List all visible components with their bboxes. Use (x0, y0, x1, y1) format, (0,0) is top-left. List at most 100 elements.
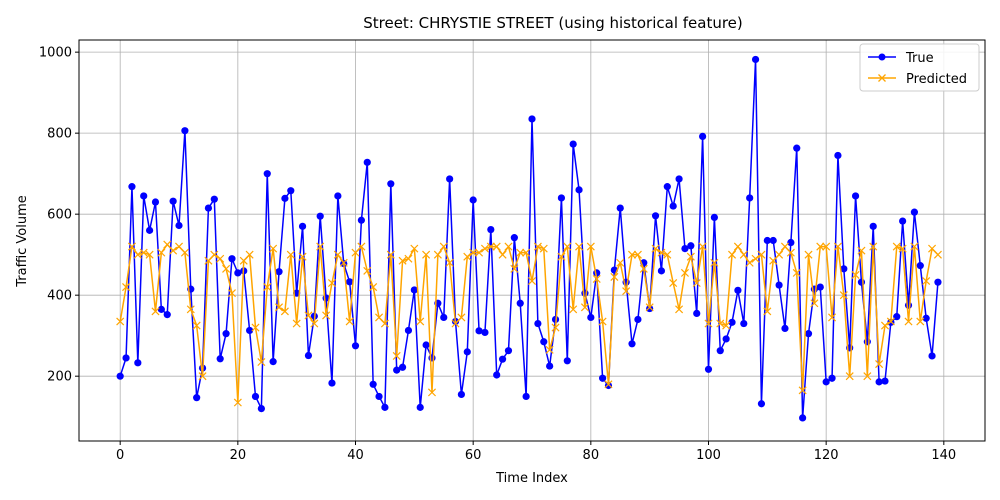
data-point-predicted (145, 250, 154, 259)
data-point-predicted (269, 244, 278, 253)
data-point-true (363, 158, 371, 166)
data-point-true (481, 328, 489, 337)
data-point-predicted (386, 250, 395, 259)
data-point-true (816, 283, 824, 291)
data-point-true (487, 225, 495, 234)
data-point-true (599, 374, 607, 382)
data-point-predicted (292, 319, 301, 328)
data-point-predicted (557, 252, 566, 261)
data-point-true (675, 175, 683, 183)
data-point-predicted (857, 246, 866, 255)
data-point-predicted (516, 248, 525, 257)
data-point-predicted (728, 250, 737, 259)
data-point-true (928, 352, 936, 360)
data-point-true (851, 192, 860, 200)
data-point-true (793, 144, 801, 152)
data-point-true (175, 221, 183, 230)
data-point-true (787, 238, 795, 247)
data-point-true (769, 236, 777, 245)
data-point-predicted (657, 248, 666, 257)
data-point-true (681, 245, 689, 253)
data-point-true (428, 354, 436, 362)
data-point-predicted (275, 303, 284, 312)
data-point-true (540, 338, 548, 346)
data-point-true (369, 380, 377, 388)
data-point-predicted (433, 250, 442, 259)
data-point-true (757, 400, 766, 408)
data-point-true (157, 305, 165, 313)
data-point-true (916, 262, 924, 270)
data-point-true (522, 392, 530, 401)
data-point-predicted (569, 305, 578, 314)
data-point-true (381, 403, 389, 411)
data-point-true (751, 55, 760, 64)
data-point-predicted (439, 242, 448, 251)
data-point-predicted (463, 252, 472, 261)
data-point-true (222, 330, 230, 338)
data-point-true (728, 318, 736, 326)
data-point-predicted (675, 305, 684, 314)
series-line-predicted (119, 243, 939, 404)
data-point-predicted (392, 351, 401, 360)
data-point-true (557, 194, 566, 202)
data-point-predicted (627, 250, 637, 259)
data-point-true (646, 304, 654, 313)
data-point-predicted (745, 258, 754, 267)
data-point-true (822, 378, 830, 386)
data-point-true (163, 311, 171, 319)
data-point-true (204, 204, 213, 212)
data-point-predicted (839, 291, 848, 300)
data-point-true (281, 194, 289, 202)
data-point-true (146, 226, 154, 234)
data-point-true (722, 335, 730, 343)
data-point-true (893, 313, 901, 321)
data-point-predicted (404, 254, 413, 263)
data-point-predicted (222, 264, 231, 273)
data-point-predicted (357, 242, 366, 251)
x-tick-label: 80 (583, 448, 600, 463)
y-tick-label: 1000 (39, 46, 72, 61)
data-point-true (716, 347, 724, 355)
data-point-predicted (633, 250, 642, 259)
data-point-predicted (427, 388, 437, 397)
legend-marker-predicted (878, 74, 886, 82)
data-point-predicted (504, 242, 513, 251)
data-point-predicted (622, 287, 631, 296)
data-point-true (216, 355, 224, 363)
data-point-predicted (486, 242, 495, 251)
data-point-predicted (416, 317, 425, 326)
data-point-predicted (851, 270, 860, 279)
y-axis-label: Traffic Volume (15, 195, 30, 288)
data-point-true (151, 198, 160, 206)
data-point-predicted (127, 242, 136, 251)
data-point-true (828, 374, 836, 382)
data-point-predicted (598, 317, 607, 326)
data-point-predicted (828, 313, 837, 322)
data-point-true (604, 381, 613, 390)
data-point-predicted (298, 252, 307, 261)
data-point-predicted (880, 321, 890, 330)
data-point-true (181, 127, 189, 135)
series-predicted (116, 240, 942, 407)
y-axis-ticks: 200 400 600 800 1000 (39, 46, 79, 385)
data-point-predicted (116, 317, 125, 326)
data-point-predicted (210, 250, 219, 259)
data-point-predicted (616, 258, 625, 267)
data-point-predicted (345, 317, 354, 326)
data-point-true (440, 313, 448, 322)
data-point-true (298, 222, 307, 230)
data-point-true (763, 236, 771, 245)
data-point-predicted (233, 398, 242, 407)
x-tick-label: 40 (347, 448, 364, 463)
data-point-true (140, 192, 148, 200)
data-point-true (269, 358, 277, 366)
x-tick-label: 20 (230, 448, 247, 463)
data-point-true (581, 289, 589, 297)
data-point-predicted (810, 299, 819, 308)
x-tick-label: 60 (465, 448, 482, 463)
data-point-predicted (563, 242, 572, 251)
data-point-predicted (445, 258, 454, 267)
data-point-true (193, 394, 201, 402)
data-point-predicted (527, 276, 537, 286)
